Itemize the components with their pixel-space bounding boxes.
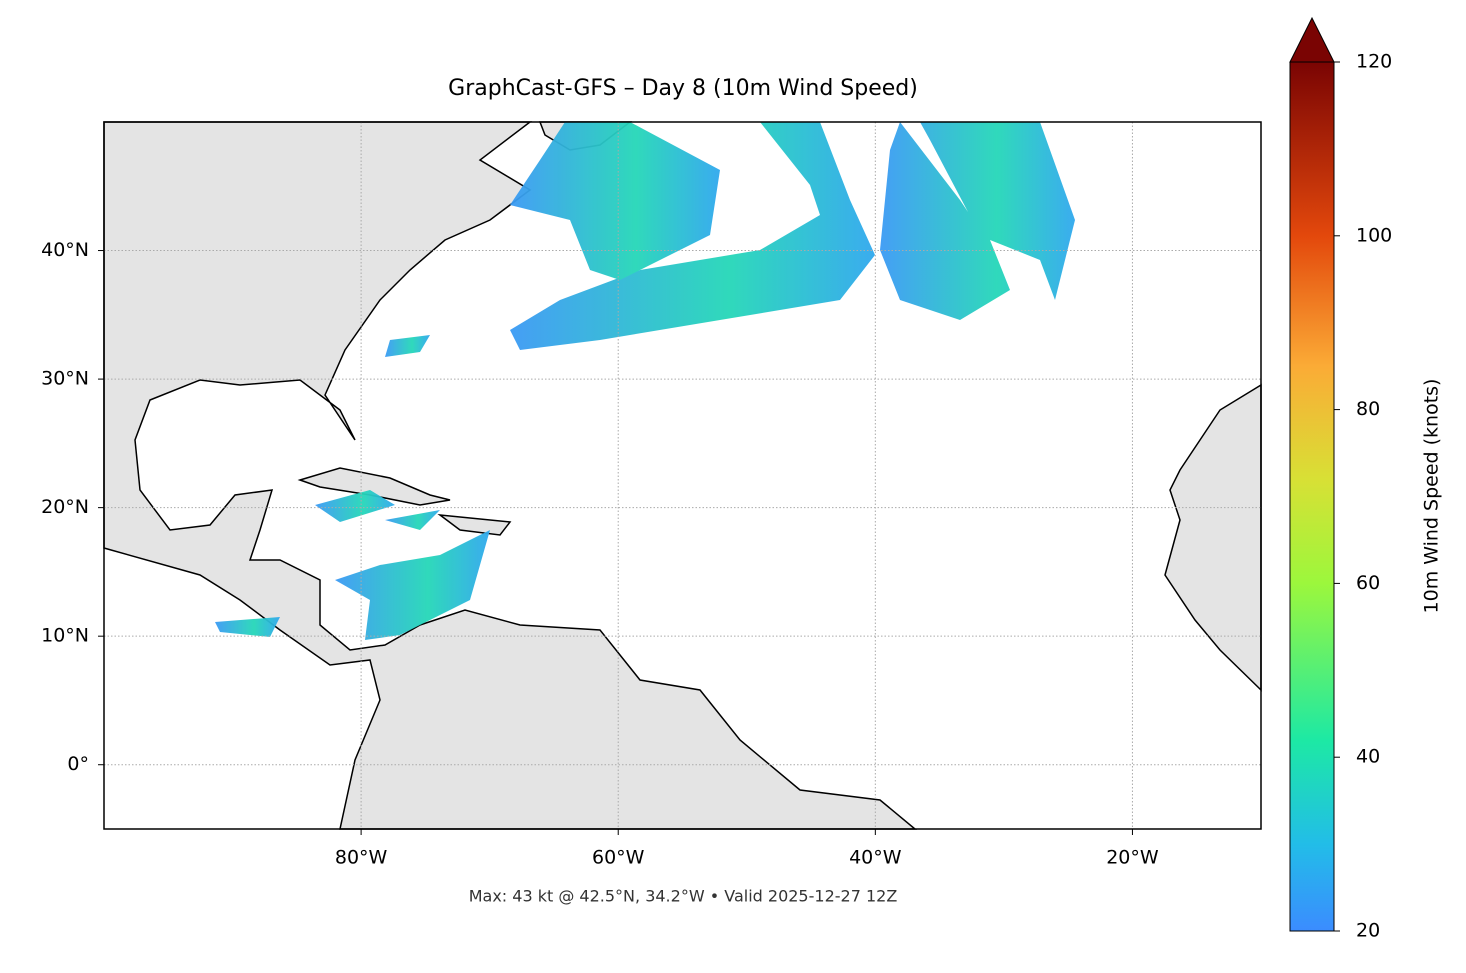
footer: Max: 43 kt @ 42.5°N, 34.2°W • Valid 2025… (469, 887, 898, 906)
title: GraphCast-GFS – Day 8 (10m Wind Speed) (448, 76, 918, 101)
x-tick-label: 20°W (1106, 847, 1159, 869)
colorbar-tick-label: 60 (1356, 572, 1380, 594)
colorbar-label: 10m Wind Speed (knots) (1421, 379, 1443, 614)
colorbar-tick-label: 100 (1356, 224, 1392, 246)
y-tick-label: 40°N (41, 239, 89, 261)
x-tick-label: 40°W (849, 847, 902, 869)
x-tick-label: 60°W (592, 847, 645, 869)
colorbar-extension (1289, 16, 1335, 63)
colorbar-bar (1289, 61, 1335, 932)
colorbar-tick-label: 80 (1356, 398, 1380, 420)
colorbar: 10m Wind Speed (knots) 20 40 60 80 100 120 (1289, 16, 1443, 942)
colorbar-tick-label: 40 (1356, 746, 1380, 768)
map (103, 121, 1262, 830)
wind-field (215, 122, 1075, 640)
x-tick-label: 80°W (335, 847, 388, 869)
y-tick-label: 30°N (41, 368, 89, 390)
y-tick-label: 10°N (41, 625, 89, 647)
y-tick-label: 0° (67, 753, 89, 775)
y-tick-label: 20°N (41, 496, 89, 518)
map-frame (103, 121, 1262, 830)
colorbar-tick-label: 20 (1356, 920, 1380, 942)
colorbar-tick-label: 120 (1356, 51, 1392, 73)
